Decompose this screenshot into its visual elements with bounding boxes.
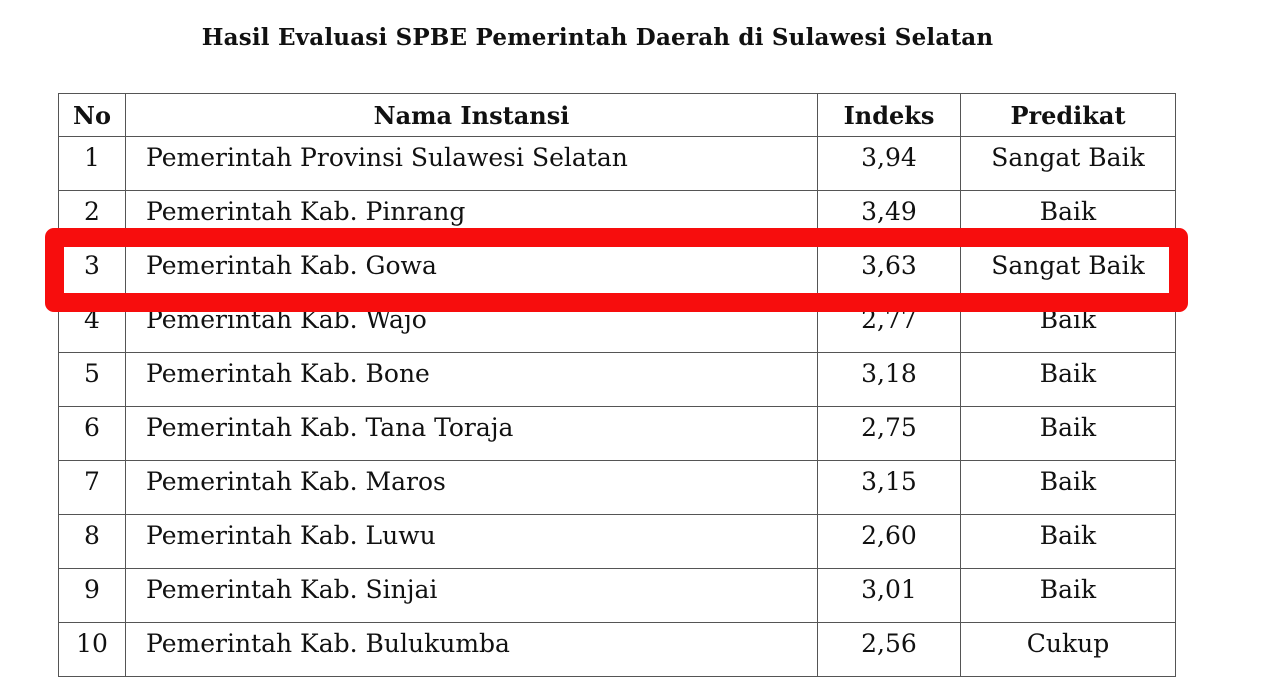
row-nama-instansi: Pemerintah Kab. Sinjai [125, 568, 818, 623]
row-indeks: 2,75 [817, 406, 961, 461]
document-title: Hasil Evaluasi SPBE Pemerintah Daerah di… [201, 24, 994, 51]
row-indeks: 3,63 [817, 244, 961, 299]
row-no: 5 [58, 352, 126, 407]
row-indeks: 2,56 [817, 622, 961, 677]
table-row: 5 Pemerintah Kab. Bone 3,18 Baik [58, 352, 1176, 407]
table-header: No Nama Instansi Indeks Predikat [58, 93, 1176, 137]
header-nama-instansi: Nama Instansi [125, 93, 818, 137]
header-indeks: Indeks [817, 93, 961, 137]
row-indeks: 3,15 [817, 460, 961, 515]
highlight-box [45, 228, 1188, 312]
row-indeks: 3,18 [817, 352, 961, 407]
row-no: 6 [58, 406, 126, 461]
table-row: 10 Pemerintah Kab. Bulukumba 2,56 Cukup [58, 622, 1176, 677]
row-predikat: Cukup [960, 622, 1176, 677]
row-nama-instansi: Pemerintah Kab. Tana Toraja [125, 406, 818, 461]
table-row: 3 Pemerintah Kab. Gowa 3,63 Sangat Baik [58, 244, 1176, 299]
row-nama-instansi: Pemerintah Kab. Gowa [125, 244, 818, 299]
row-nama-instansi: Pemerintah Kab. Bulukumba [125, 622, 818, 677]
header-predikat: Predikat [960, 93, 1176, 137]
row-predikat: Baik [960, 406, 1176, 461]
row-nama-instansi: Pemerintah Kab. Luwu [125, 514, 818, 569]
table-row: 6 Pemerintah Kab. Tana Toraja 2,75 Baik [58, 406, 1176, 461]
evaluation-table: No Nama Instansi Indeks Predikat 1 Pemeri… [58, 93, 1176, 677]
row-no: 7 [58, 460, 126, 515]
header-no: No [58, 93, 126, 137]
table-row: 7 Pemerintah Kab. Maros 3,15 Baik [58, 460, 1176, 515]
table-row: 1 Pemerintah Provinsi Sulawesi Selatan 3,9… [58, 136, 1176, 191]
row-nama-instansi: Pemerintah Kab. Maros [125, 460, 818, 515]
row-indeks: 3,94 [817, 136, 961, 191]
row-nama-instansi: Pemerintah Provinsi Sulawesi Selatan [125, 136, 818, 191]
table-row: 9 Pemerintah Kab. Sinjai 3,01 Baik [58, 568, 1176, 623]
row-no: 1 [58, 136, 126, 191]
row-predikat: Baik [960, 352, 1176, 407]
row-predikat: Baik [960, 568, 1176, 623]
row-indeks: 2,60 [817, 514, 961, 569]
row-no: 8 [58, 514, 126, 569]
row-predikat: Baik [960, 514, 1176, 569]
row-indeks: 3,01 [817, 568, 961, 623]
row-no: 10 [58, 622, 126, 677]
table-row: 8 Pemerintah Kab. Luwu 2,60 Baik [58, 514, 1176, 569]
row-predikat: Baik [960, 460, 1176, 515]
row-no: 9 [58, 568, 126, 623]
row-predikat: Sangat Baik [960, 136, 1176, 191]
row-nama-instansi: Pemerintah Kab. Bone [125, 352, 818, 407]
